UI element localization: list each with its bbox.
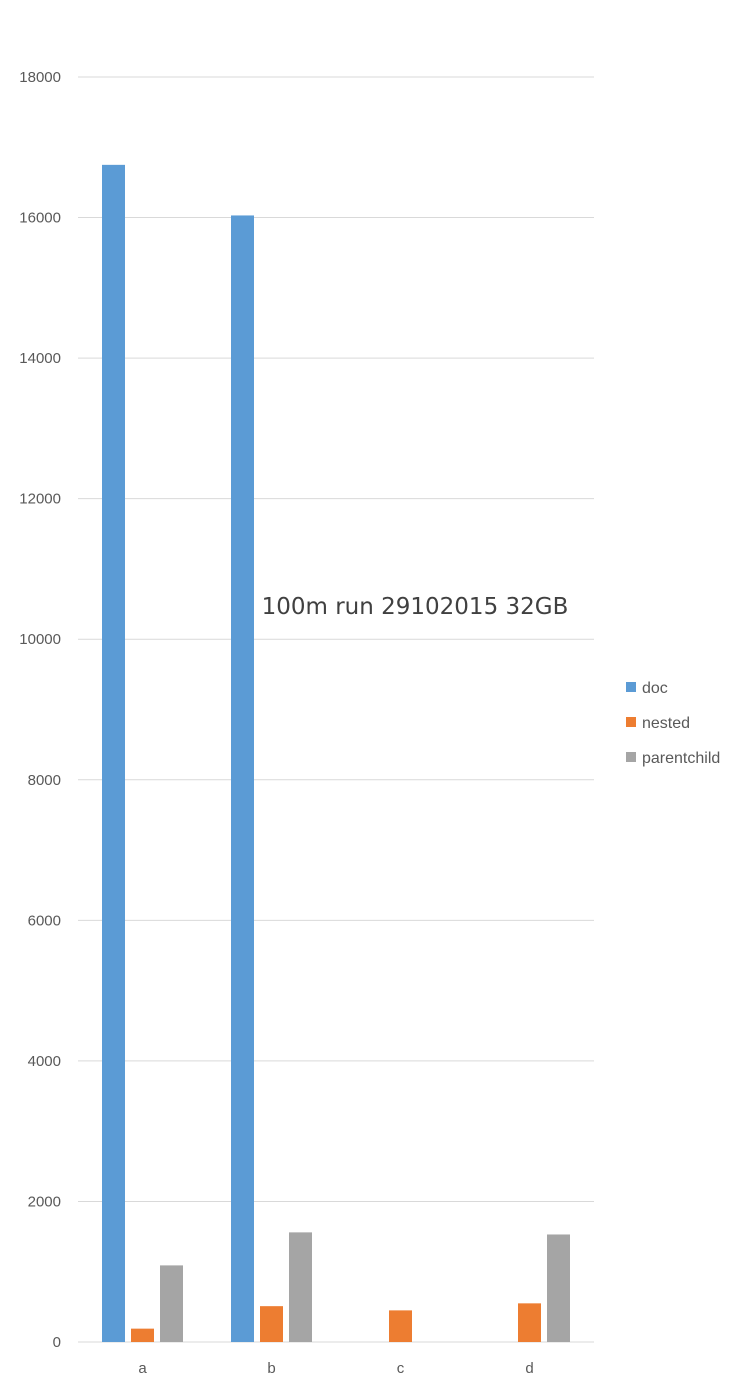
y-tick-label: 12000 (19, 491, 61, 508)
bar-nested-b (260, 1306, 283, 1342)
bar-parentchild-b (289, 1232, 312, 1342)
gridlines (78, 76, 594, 1343)
bar-doc-b (231, 215, 254, 1342)
y-tick-label: 0 (53, 1334, 61, 1351)
bar-nested-d (518, 1303, 541, 1342)
bar-doc-a (102, 164, 125, 1343)
y-tick-label: 8000 (28, 772, 61, 789)
bars (102, 164, 570, 1343)
bar-parentchild-d (547, 1234, 570, 1342)
legend-label-parentchild: parentchild (642, 750, 720, 767)
y-tick-label: 2000 (28, 1193, 61, 1210)
y-axis-ticks: 0 2000 4000 6000 8000 10000 12000 14000 16000 180… (19, 69, 61, 1351)
legend-label-doc: doc (642, 680, 668, 697)
legend-swatch-nested (626, 717, 636, 727)
x-tick-label: d (525, 1360, 533, 1377)
chart-title: 100m run 29102015 32GB (262, 594, 569, 620)
y-tick-label: 4000 (28, 1053, 61, 1070)
legend-label-nested: nested (642, 715, 690, 732)
y-tick-label: 14000 (19, 350, 61, 367)
bar-nested-a (131, 1328, 154, 1342)
y-tick-label: 18000 (19, 69, 61, 86)
x-tick-label: b (267, 1360, 275, 1377)
legend: doc nested parentchild (626, 680, 720, 767)
x-axis-labels: a b c d (138, 1360, 533, 1377)
legend-swatch-parentchild (626, 752, 636, 762)
bar-parentchild-a (160, 1265, 183, 1342)
y-tick-label: 10000 (19, 631, 61, 648)
bar-nested-c (389, 1310, 412, 1342)
x-tick-label: c (397, 1360, 405, 1377)
legend-swatch-doc (626, 682, 636, 692)
y-tick-label: 16000 (19, 210, 61, 227)
y-tick-label: 6000 (28, 912, 61, 929)
x-tick-label: a (138, 1360, 147, 1377)
